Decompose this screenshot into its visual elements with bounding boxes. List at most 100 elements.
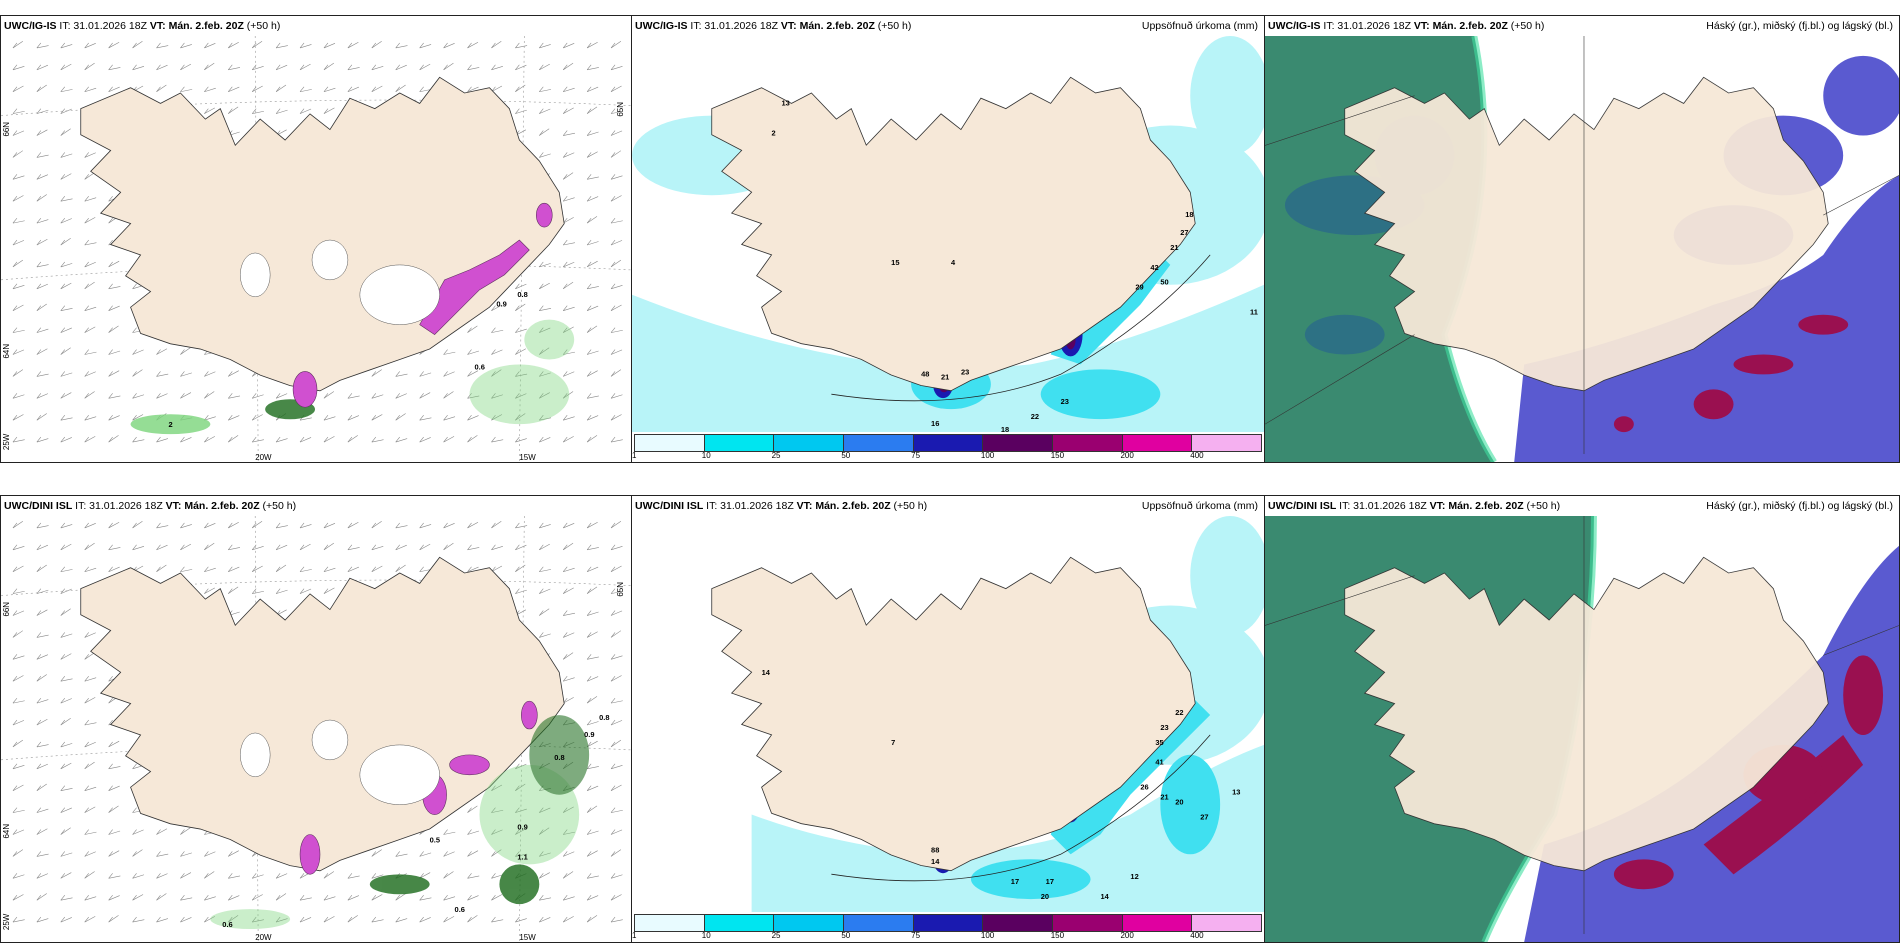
wind-barb: [84, 741, 96, 748]
wind-barb: [491, 85, 503, 93]
cloud-map[interactable]: [1265, 36, 1899, 462]
wind-barb-tick: [275, 436, 281, 443]
wind-barb: [132, 829, 144, 835]
wind-barb: [347, 415, 360, 421]
wind-barb: [108, 740, 120, 748]
wind-barb: [539, 263, 551, 268]
wind-barb-tick: [36, 371, 42, 377]
wind-barb-tick: [108, 305, 113, 311]
wind-barb-tick: [371, 42, 377, 49]
wind-barb: [36, 525, 49, 529]
wind-barb: [539, 282, 550, 290]
model-label: UWC/DINI ISL: [635, 500, 704, 512]
wind-barb: [60, 238, 71, 246]
wind-barb: [276, 64, 288, 71]
wind-barb: [12, 240, 25, 246]
wind-barb: [347, 67, 360, 71]
wind-barb-tick: [60, 632, 66, 638]
wind-barb-tick: [586, 196, 592, 202]
wind-barb-tick: [251, 415, 257, 421]
wind-barb: [84, 62, 95, 71]
wind-barb-tick: [610, 130, 616, 136]
wind-barb-tick: [562, 588, 568, 594]
wind-barb-tick: [323, 588, 329, 594]
precip-map[interactable]: 88 14 17 17 20 14 12 23 22 35 41 26 20 2…: [632, 516, 1264, 912]
wind-barb: [563, 261, 575, 268]
wind-barb: [156, 828, 168, 835]
wind-barb: [563, 371, 575, 377]
wind-barb: [587, 721, 599, 726]
wind-barb-tick: [539, 851, 544, 857]
wind-barb-tick: [156, 64, 161, 71]
wind-barb: [228, 395, 241, 399]
wind-barb: [36, 719, 48, 726]
wind-map[interactable]: 66N 64N 25W 20W 15W 65N 0.8 0.9 0.8 0.5 …: [1, 516, 631, 942]
wind-barb: [610, 369, 622, 377]
wind-barb-tick: [586, 174, 592, 180]
wind-barb-tick: [60, 217, 66, 224]
wind-barb: [323, 43, 336, 49]
wind-barb: [60, 327, 72, 333]
wind-barb: [84, 761, 95, 770]
wind-barb: [299, 543, 311, 551]
wind-barb-tick: [12, 829, 18, 835]
wind-barb: [156, 544, 168, 551]
wind-barb-tick: [228, 393, 233, 399]
wind-barb: [443, 831, 456, 835]
wind-barb-tick: [467, 42, 472, 49]
valid-time: Mán. 2.feb. 20Z: [184, 500, 260, 512]
wind-barb: [586, 370, 598, 377]
wind-barb-tick: [60, 763, 66, 769]
wind-barb: [84, 152, 96, 158]
wind-barb-tick: [180, 64, 185, 71]
wind-map[interactable]: 66N 64N 25W 20W 15W 65N 0.9 0.8 0.6 2: [1, 36, 631, 462]
wind-barb-tick: [60, 261, 66, 268]
wind-barb: [611, 590, 623, 594]
wind-barb: [108, 566, 120, 573]
wind-barb-tick: [275, 42, 281, 49]
precip-value: 29: [1135, 283, 1143, 292]
precip-map[interactable]: 48 21 23 16 18 22 23 29 42 50 21 27 18 1…: [632, 36, 1264, 432]
wind-barb: [515, 393, 527, 399]
precip-value: 17: [1046, 877, 1054, 886]
wind-barb-tick: [371, 64, 377, 71]
wind-barb-tick: [156, 371, 161, 377]
wind-barb: [276, 393, 288, 399]
wind-barb-tick: [84, 544, 89, 551]
wind-barb: [204, 587, 215, 594]
wind-barb: [587, 305, 599, 311]
wind-barb: [443, 523, 455, 529]
wind-barb-tick: [562, 130, 568, 136]
colorbar-cell: [1192, 435, 1262, 451]
wind-barb-tick: [36, 64, 42, 71]
wind-barb-tick: [586, 676, 592, 682]
colorbar-cell: [913, 915, 984, 931]
wind-barb: [36, 699, 49, 704]
wind-barb-tick: [371, 916, 377, 923]
wind-barb-tick: [36, 654, 42, 660]
wind-value: 0.6: [455, 905, 465, 914]
wind-barb-tick: [610, 283, 616, 289]
wind-barb-tick: [251, 436, 257, 443]
wind-barb: [491, 894, 503, 901]
wind-barb: [610, 829, 623, 835]
wind-barb-tick: [275, 86, 281, 92]
wind-barb: [84, 326, 96, 333]
wind-barb: [611, 220, 623, 224]
wind-barb: [108, 325, 119, 333]
wind-barb-tick: [515, 522, 520, 529]
wind-barb-tick: [515, 108, 520, 114]
wind-barb-tick: [323, 544, 329, 551]
wind-barb: [12, 130, 25, 136]
wind-barb-tick: [610, 305, 616, 311]
wind-barb: [491, 565, 503, 573]
wind-barb: [610, 66, 623, 71]
wind-barb: [299, 63, 311, 71]
wind-barb: [12, 329, 25, 333]
wind-barb-tick: [84, 522, 89, 529]
cloud-map[interactable]: [1265, 516, 1899, 942]
wind-barb: [491, 66, 503, 71]
wind-barb-tick: [419, 851, 424, 857]
wind-barb: [563, 172, 574, 180]
wind-barb-tick: [12, 588, 18, 594]
